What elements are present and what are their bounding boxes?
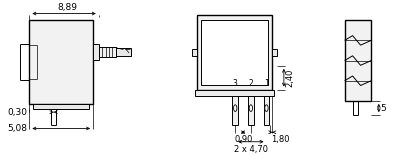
Text: 5,08: 5,08 xyxy=(8,124,28,133)
Ellipse shape xyxy=(249,105,252,111)
Bar xyxy=(30,20,93,104)
Text: 0,30: 0,30 xyxy=(8,108,28,117)
Text: 2 x 4,70: 2 x 4,70 xyxy=(234,145,268,154)
Bar xyxy=(345,20,371,101)
Bar xyxy=(272,49,277,56)
Text: 8,89: 8,89 xyxy=(58,3,78,12)
Text: 1,80: 1,80 xyxy=(271,135,290,144)
Ellipse shape xyxy=(234,105,237,111)
Bar xyxy=(264,96,269,125)
Bar xyxy=(116,48,131,56)
Text: 2,40: 2,40 xyxy=(286,69,295,87)
Bar xyxy=(196,16,272,90)
Bar xyxy=(192,49,196,56)
Text: 3: 3 xyxy=(233,79,238,88)
Bar xyxy=(195,90,274,96)
Text: 5: 5 xyxy=(381,104,386,113)
Bar xyxy=(248,96,254,125)
Bar xyxy=(99,47,116,57)
Text: 1: 1 xyxy=(264,79,269,88)
Bar xyxy=(93,44,99,60)
Text: 0,90: 0,90 xyxy=(234,135,253,144)
Text: 2: 2 xyxy=(248,79,253,88)
Ellipse shape xyxy=(265,105,268,111)
Bar xyxy=(201,20,268,85)
Bar xyxy=(33,104,89,109)
Bar xyxy=(232,96,238,125)
